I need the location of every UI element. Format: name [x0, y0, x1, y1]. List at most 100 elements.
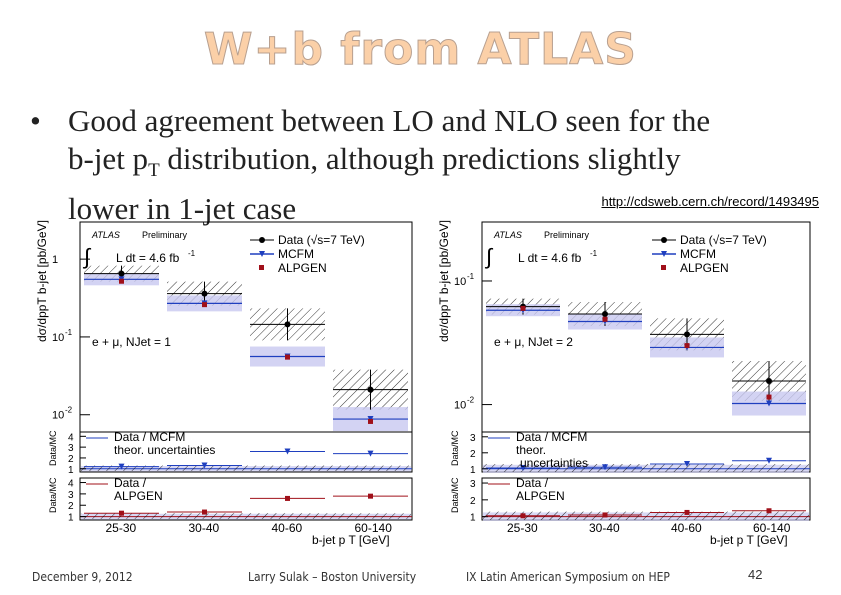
- alpgen-point: [119, 278, 124, 284]
- x-tick-label: 30-40: [189, 521, 220, 535]
- ratio_mcfm-legend-label3: uncertainties: [520, 456, 588, 470]
- bullet-line-2b: distribution, although predictions sligh…: [159, 141, 681, 176]
- bullet-text: Good agreement between LO and NLO seen f…: [68, 102, 818, 228]
- y-tick-sup: -1: [467, 272, 475, 281]
- alpgen-point: [766, 394, 772, 400]
- legend-mcfm-marker: [661, 251, 667, 257]
- ratio_mcfm-point: [520, 465, 526, 471]
- preliminary-label: Preliminary: [544, 230, 590, 240]
- y-tick-sup: -2: [467, 396, 475, 405]
- alpgen-point: [368, 418, 373, 424]
- y-axis-label: dσ/dppT b-jet [pb/GeV]: [35, 220, 49, 342]
- bullet-line-3: lower in 1-jet case: [68, 191, 297, 227]
- footer-conference: IX Latin American Symposium on HEP: [466, 570, 670, 584]
- ratio_alpgen-hatch: [81, 513, 411, 519]
- alpgen-point: [684, 343, 690, 349]
- ratio_mcfm-point: [284, 448, 291, 455]
- x-axis-label: b-jet p T [GeV]: [312, 533, 390, 547]
- legend-data-label: Data (√s=7 TeV): [278, 233, 365, 247]
- y-tick-sup: -1: [65, 328, 73, 337]
- slide-title: W+b from ATLAS: [204, 24, 637, 76]
- ratio_alpgen-point: [684, 509, 690, 515]
- data-point: [766, 378, 772, 385]
- ratio-tick-label: 2: [68, 454, 74, 465]
- data-point: [602, 311, 608, 318]
- ratio_mcfm-legend-label2: theor. uncertainties: [114, 443, 215, 457]
- ratio-tick-label: 1: [68, 465, 74, 476]
- x-tick-label: 60-140: [355, 521, 393, 535]
- footer-author: Larry Sulak – Boston University: [248, 570, 417, 584]
- ratio_alpgen-legend-label1: Data /: [114, 476, 147, 490]
- lumi-label: L dt = 4.6 fb: [116, 251, 180, 265]
- bullet-line-2a: b-jet p: [68, 141, 149, 176]
- x-tick-label: 40-60: [671, 521, 702, 535]
- ratio-tick-label: 3: [68, 443, 74, 454]
- ratio-tick-label: 4: [68, 479, 74, 490]
- legend-alpgen-marker: [259, 265, 264, 270]
- ratio_alpgen-point: [766, 508, 772, 514]
- ratio_mcfm-point: [684, 461, 690, 467]
- bullet-line-2: b-jet pT distribution, although predicti…: [68, 140, 818, 190]
- ratio_alpgen-legend-label1: Data /: [516, 476, 549, 490]
- data-point: [201, 290, 208, 297]
- bullet-line-1: Good agreement between LO and NLO seen f…: [68, 103, 711, 138]
- ratio_alpgen-point: [520, 513, 526, 519]
- alpgen-point: [285, 354, 290, 360]
- lumi-sup: -1: [590, 249, 598, 258]
- bullet-line-2-sub: T: [148, 160, 160, 182]
- legend-alpgen-label: ALPGEN: [680, 261, 729, 275]
- data-point: [284, 321, 291, 328]
- alpgen-point: [602, 316, 608, 322]
- x-tick-label: 25-30: [106, 521, 137, 535]
- legend-data-label: Data (√s=7 TeV): [680, 233, 767, 247]
- y-tick-label: 1: [52, 254, 58, 266]
- x-tick-label: 60-140: [753, 521, 791, 535]
- ratio_alpgen-point: [602, 512, 608, 518]
- ratio_mcfm-point: [201, 462, 208, 469]
- ratio-tick-label: 1: [470, 465, 476, 476]
- ratio_alpgen-hatch: [483, 511, 809, 520]
- ratio_mcfm-legend-label1: Data / MCFM: [114, 430, 185, 444]
- legend-mcfm-marker: [259, 251, 265, 257]
- mcfm-point: [766, 400, 772, 407]
- x-axis-label: b-jet p T [GeV]: [710, 533, 788, 547]
- ratio-tick-label: 2: [470, 496, 476, 507]
- legend-alpgen-marker: [661, 265, 666, 270]
- y-axis-label: dσ/dppT b-jet [pb/GeV]: [437, 220, 451, 342]
- footer-date: December 9, 2012: [32, 570, 133, 584]
- ratio_alpgen-point: [202, 509, 207, 515]
- ratio_mcfm-legend-label2: theor.: [516, 443, 546, 457]
- data-point: [367, 386, 374, 393]
- ratio_alpgen-point: [368, 493, 373, 499]
- ratio_mcfm-point: [602, 464, 608, 471]
- ratio-tick-label: 3: [68, 490, 74, 501]
- x-tick-label: 40-60: [272, 521, 303, 535]
- y-tick-label: 10: [454, 276, 466, 288]
- alpgen-point: [202, 302, 207, 308]
- ratio_mcfm-ylabel: Data/MC: [48, 430, 58, 466]
- preliminary-label: Preliminary: [142, 230, 188, 240]
- ratio-tick-label: 1: [470, 513, 476, 524]
- reference-link[interactable]: http://cdsweb.cern.ch/record/1493495: [601, 194, 819, 209]
- integral-symbol: ∫: [82, 244, 92, 269]
- lumi-sup: -1: [188, 249, 196, 258]
- legend-data-marker: [661, 237, 667, 243]
- atlas-label: ATLAS: [493, 230, 522, 240]
- ratio_mcfm-point: [367, 450, 374, 457]
- y-tick-label: 10: [52, 410, 64, 422]
- ratio_alpgen-point: [119, 510, 124, 516]
- ratio_mcfm-point: [766, 457, 772, 464]
- atlas-label: ATLAS: [91, 230, 120, 240]
- ratio-mcfm-frame: [79, 431, 413, 473]
- x-tick-label: 25-30: [507, 521, 538, 535]
- ratio-alpgen-frame: [79, 477, 413, 521]
- ratio_mcfm-hatch: [483, 464, 809, 472]
- legend-mcfm-label: MCFM: [278, 247, 314, 261]
- y-tick-sup: -2: [65, 406, 73, 415]
- bullet-dot: •: [30, 103, 41, 138]
- y-tick-label: 10: [454, 400, 466, 412]
- x-tick-label: 30-40: [589, 521, 620, 535]
- channel-label: e + μ, NJet = 1: [92, 335, 171, 349]
- ratio_alpgen-point: [285, 495, 290, 501]
